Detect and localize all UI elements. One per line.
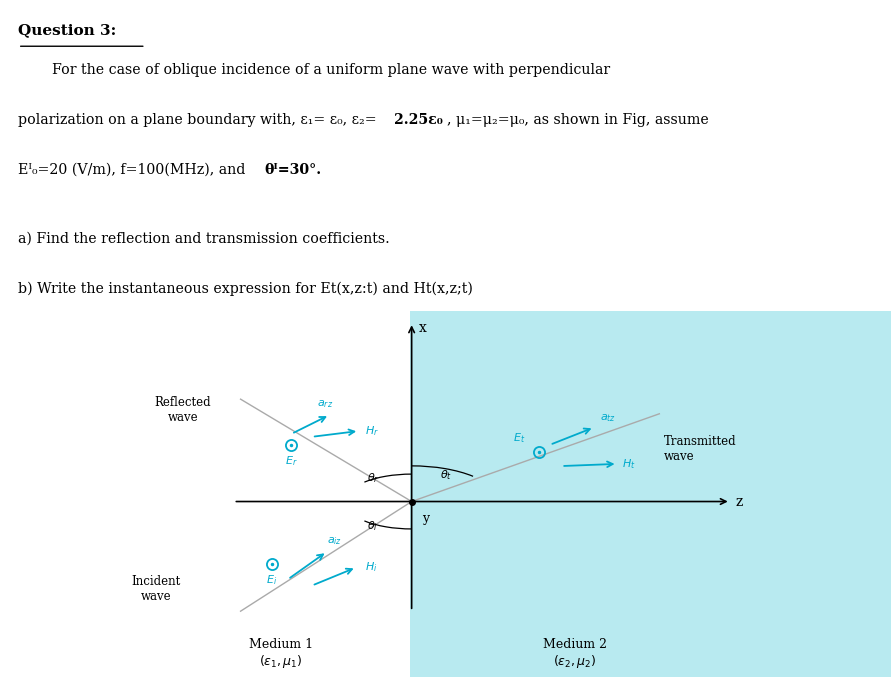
Text: polarization on a plane boundary with, ε₁= ε₀, ε₂=: polarization on a plane boundary with, ε…: [18, 113, 376, 127]
Text: Reflected
wave: Reflected wave: [154, 396, 211, 424]
Text: $a_{tz}$: $a_{tz}$: [600, 412, 616, 424]
Text: Question 3:: Question 3:: [18, 23, 116, 37]
Text: z: z: [736, 494, 743, 508]
Text: $\theta_i$: $\theta_i$: [367, 519, 378, 533]
Text: y: y: [422, 512, 429, 525]
Text: $E_t$: $E_t$: [513, 431, 526, 445]
Text: $E_r$: $E_r$: [285, 454, 298, 468]
Text: Medium 1: Medium 1: [249, 638, 313, 651]
Text: Incident
wave: Incident wave: [131, 575, 181, 603]
Text: $H_t$: $H_t$: [622, 457, 635, 471]
Text: $a_{iz}$: $a_{iz}$: [326, 536, 342, 547]
FancyBboxPatch shape: [410, 311, 891, 677]
Text: $\theta_r$: $\theta_r$: [367, 471, 380, 485]
Text: Transmitted
wave: Transmitted wave: [664, 435, 737, 462]
Text: b) Write the instantaneous expression for Et(x,z:t) and Ht(x,z;t): b) Write the instantaneous expression fo…: [18, 282, 473, 296]
Text: Eᴵ₀=20 (V/m), f=100(MHz), and: Eᴵ₀=20 (V/m), f=100(MHz), and: [18, 163, 249, 177]
Text: θᴵ=30°.: θᴵ=30°.: [264, 163, 322, 177]
Text: $H_r$: $H_r$: [365, 424, 380, 438]
Text: $H_i$: $H_i$: [365, 561, 378, 574]
Text: , μ₁=μ₂=μ₀, as shown in Fig, assume: , μ₁=μ₂=μ₀, as shown in Fig, assume: [447, 113, 709, 127]
Text: Medium 2: Medium 2: [543, 638, 607, 651]
Text: x: x: [419, 320, 427, 334]
Text: $(\epsilon_1, \mu_1)$: $(\epsilon_1, \mu_1)$: [259, 653, 302, 670]
Text: For the case of oblique incidence of a uniform plane wave with perpendicular: For the case of oblique incidence of a u…: [53, 64, 610, 77]
Text: $(\epsilon_2, \mu_2)$: $(\epsilon_2, \mu_2)$: [553, 653, 596, 670]
Text: $E_i$: $E_i$: [266, 573, 277, 586]
Text: 2.25ε₀: 2.25ε₀: [394, 113, 443, 127]
Text: $\theta_t$: $\theta_t$: [440, 468, 453, 481]
Text: $a_{rz}$: $a_{rz}$: [317, 398, 333, 410]
Text: a) Find the reflection and transmission coefficients.: a) Find the reflection and transmission …: [18, 232, 389, 246]
